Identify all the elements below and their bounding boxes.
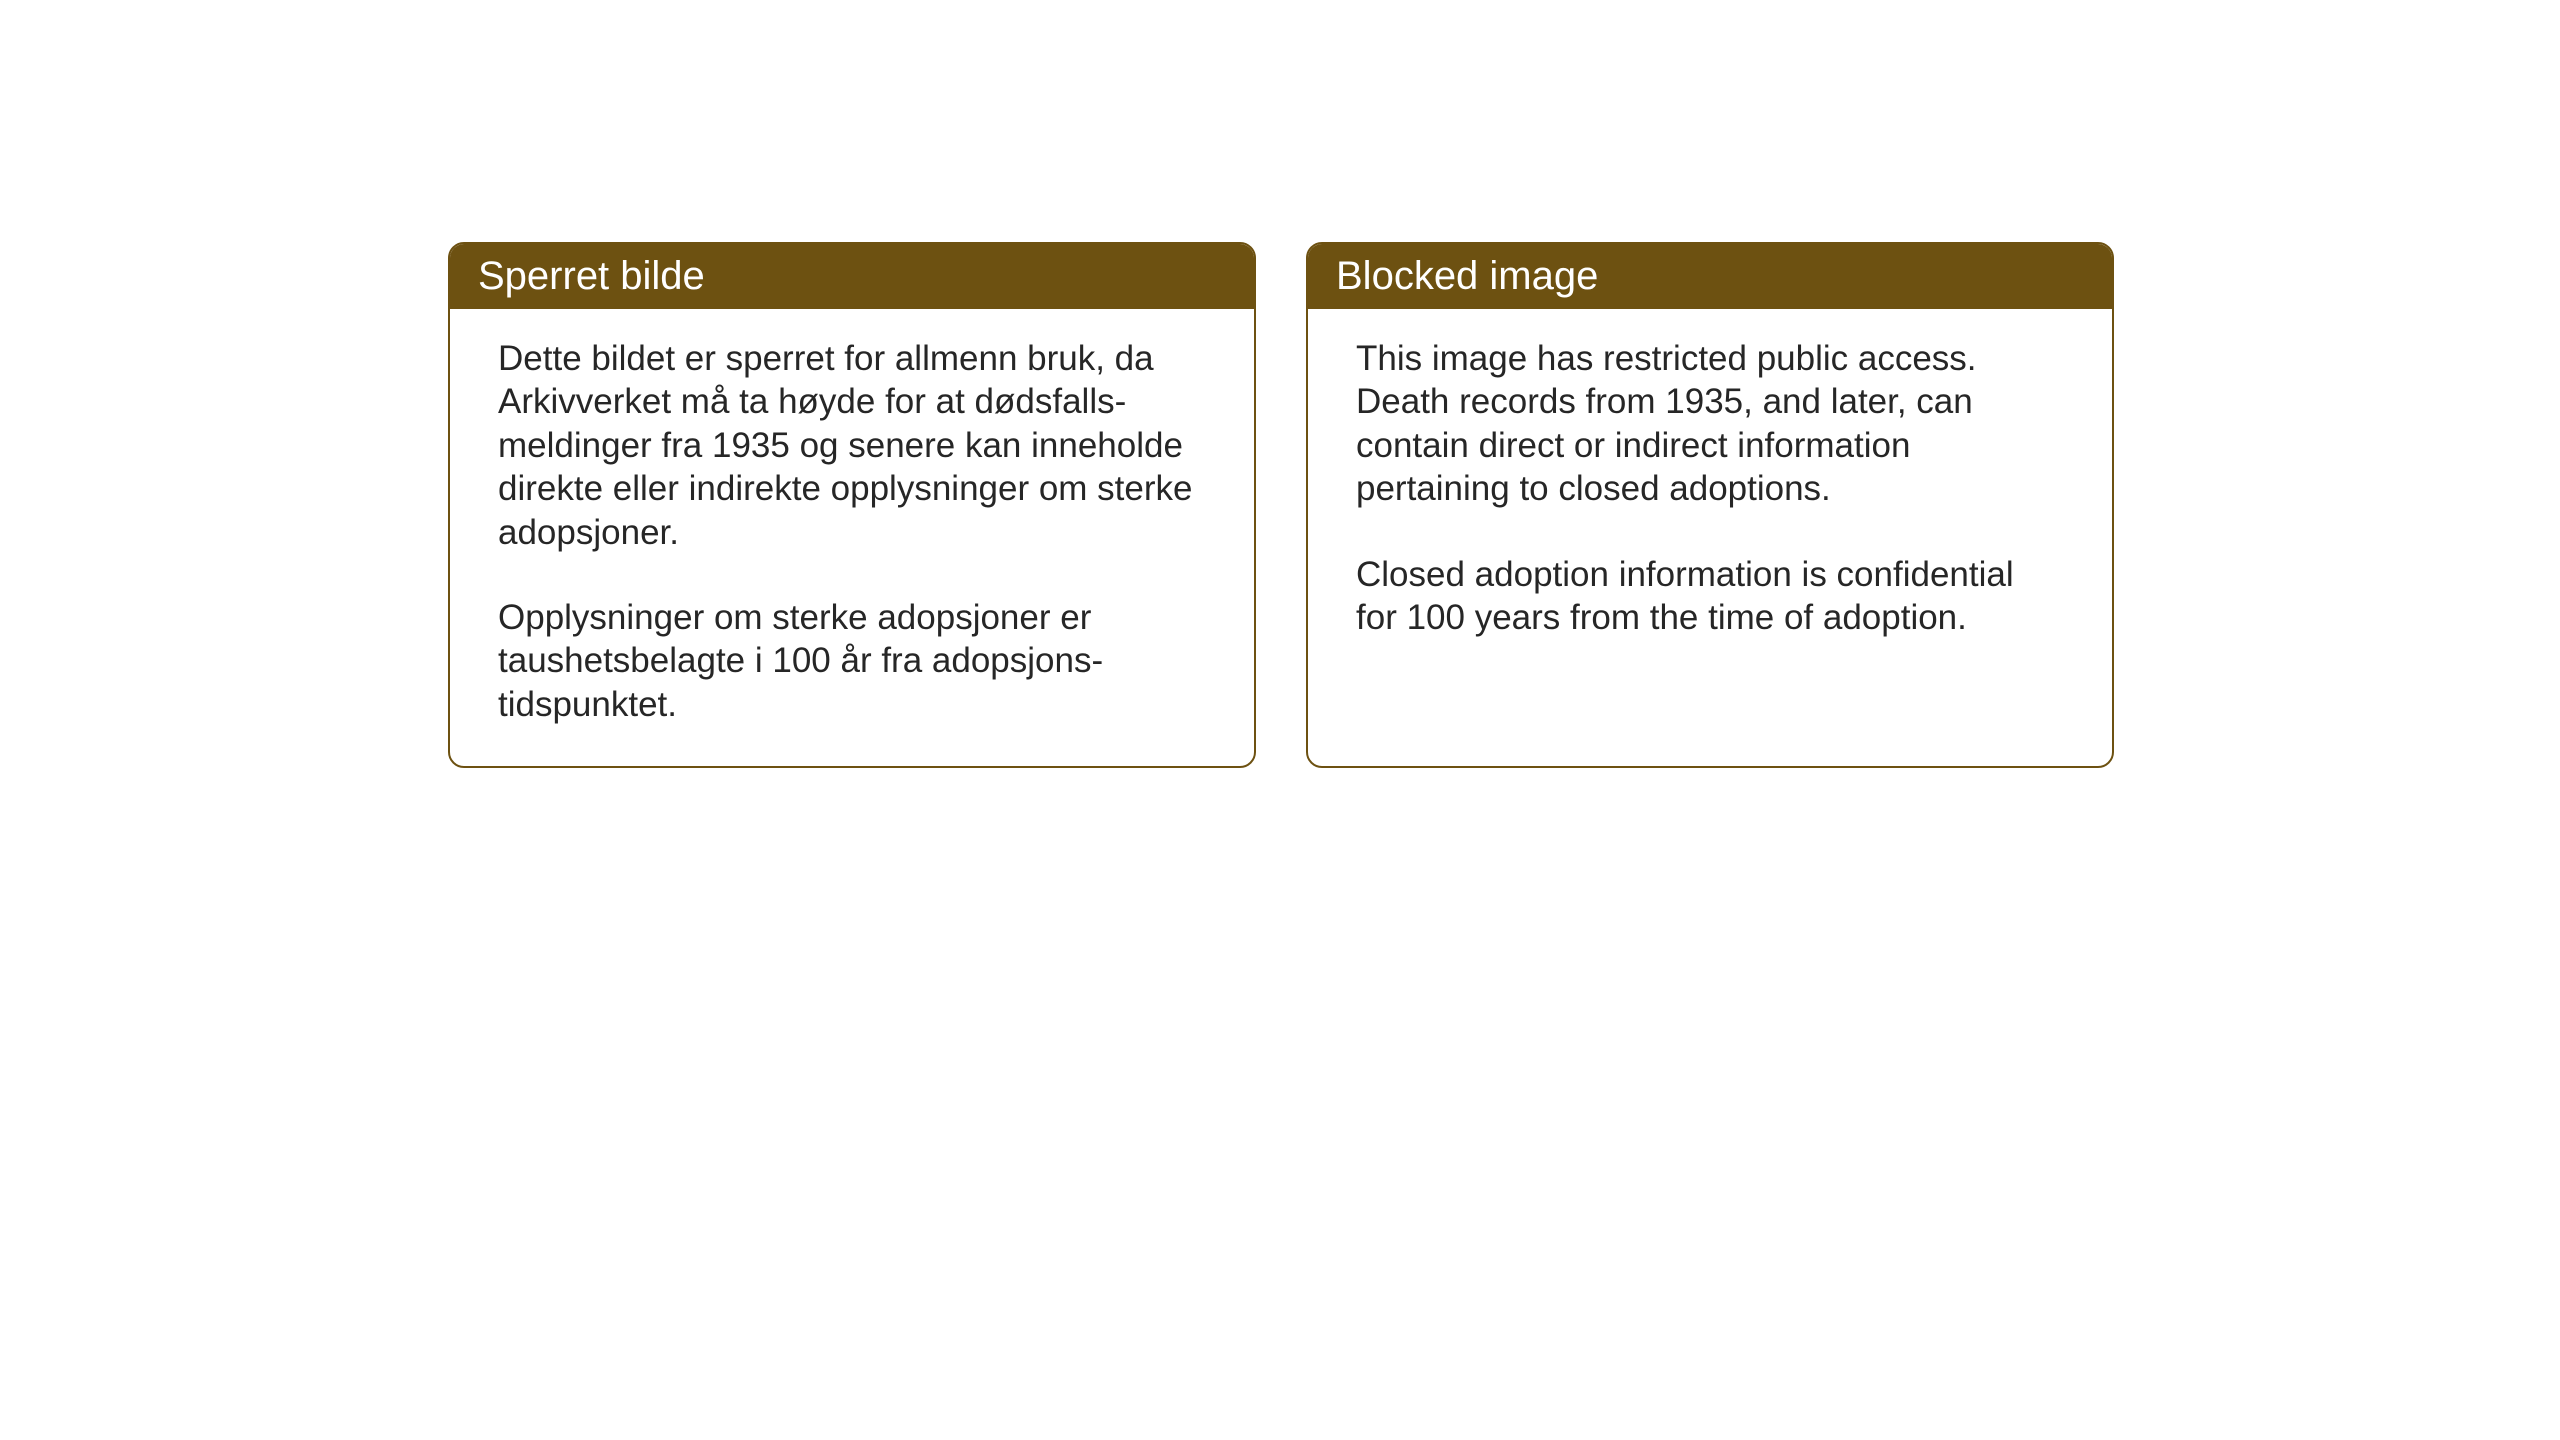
card-paragraph: This image has restricted public access.… — [1356, 337, 2064, 511]
card-header-english: Blocked image — [1308, 244, 2112, 309]
card-body-english: This image has restricted public access.… — [1308, 309, 2112, 731]
card-paragraph: Closed adoption information is confident… — [1356, 553, 2064, 640]
notice-card-norwegian: Sperret bilde Dette bildet er sperret fo… — [448, 242, 1256, 768]
notice-card-english: Blocked image This image has restricted … — [1306, 242, 2114, 768]
card-body-norwegian: Dette bildet er sperret for allmenn bruk… — [450, 309, 1254, 766]
notice-cards-container: Sperret bilde Dette bildet er sperret fo… — [448, 242, 2114, 768]
card-paragraph: Opplysninger om sterke adopsjoner er tau… — [498, 596, 1206, 726]
card-paragraph: Dette bildet er sperret for allmenn bruk… — [498, 337, 1206, 554]
card-header-norwegian: Sperret bilde — [450, 244, 1254, 309]
